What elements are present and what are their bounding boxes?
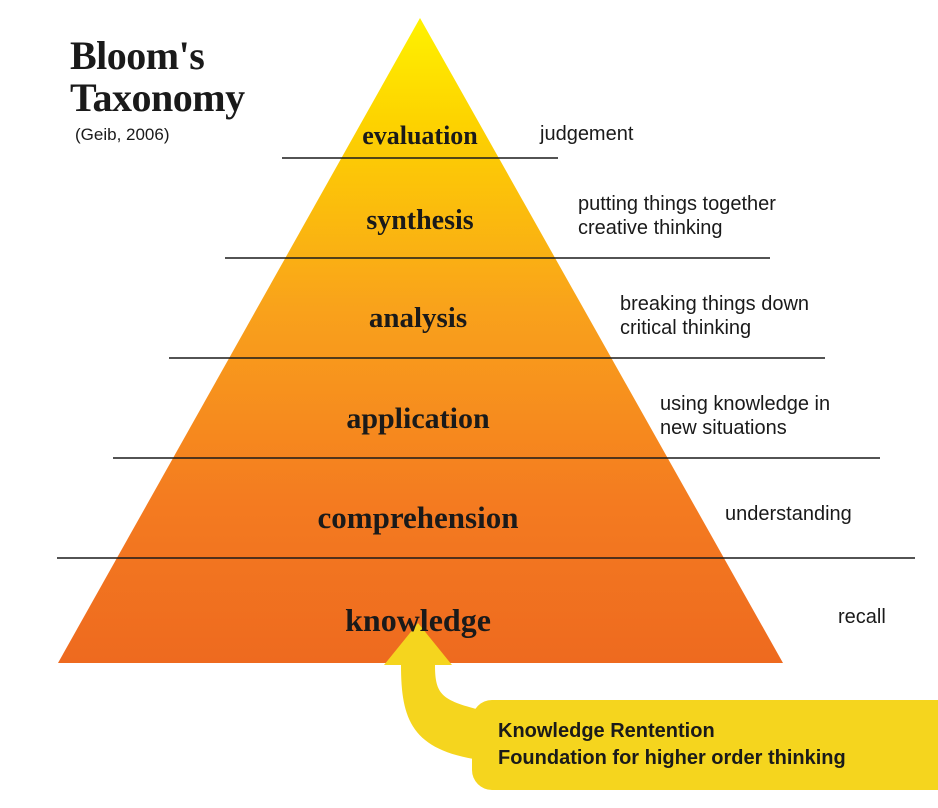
level-desc-synthesis: putting things together creative thinkin… xyxy=(578,192,776,240)
level-label-comprehension: comprehension xyxy=(268,500,568,536)
level-desc-analysis: breaking things down critical thinking xyxy=(620,292,809,340)
callout-line-1: Knowledge Rentention xyxy=(498,718,938,745)
level-desc-application: using knowledge in new situations xyxy=(660,392,830,440)
pyramid-shape xyxy=(58,18,783,663)
level-label-analysis: analysis xyxy=(268,302,568,335)
level-desc-evaluation: judgement xyxy=(540,122,633,146)
level-desc-comprehension: understanding xyxy=(725,502,852,526)
diagram-stage: Bloom's Taxonomy (Geib, 2006) evaluation… xyxy=(0,0,938,808)
level-label-synthesis: synthesis xyxy=(270,205,570,237)
callout-line-2: Foundation for higher order thinking xyxy=(498,745,938,772)
level-desc-knowledge: recall xyxy=(838,605,886,629)
level-label-evaluation: evaluation xyxy=(270,121,570,151)
level-label-knowledge: knowledge xyxy=(268,602,568,639)
level-label-application: application xyxy=(268,402,568,436)
callout-box: Knowledge Rentention Foundation for high… xyxy=(472,700,938,790)
